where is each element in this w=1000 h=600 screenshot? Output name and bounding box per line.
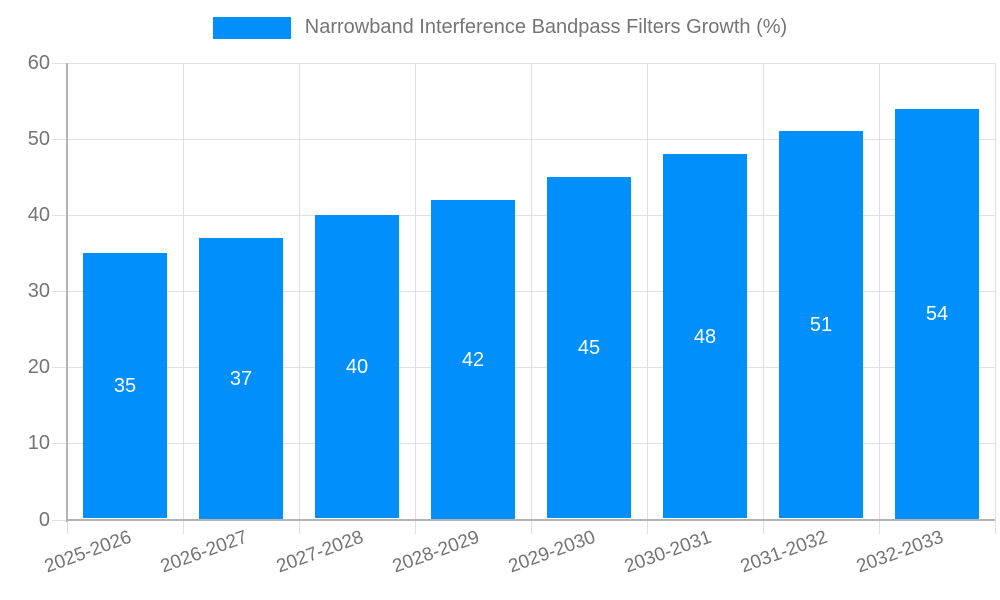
y-axis-tick [52,215,67,216]
legend-label: Narrowband Interference Bandpass Filters… [304,16,788,38]
bar [779,131,863,518]
legend-swatch [212,16,291,39]
y-axis-label: 30 [27,280,50,302]
bar [547,177,631,518]
bar-value-label: 37 [229,368,253,390]
bar [315,215,399,518]
x-axis-label: 2031-2032 [737,526,831,578]
v-gridline [299,63,300,534]
y-axis-label: 60 [27,52,50,74]
y-axis-line [66,63,68,522]
y-axis-tick [52,443,67,444]
y-axis-tick [52,520,67,521]
y-axis-label: 50 [27,128,50,150]
x-axis-line [67,519,995,521]
bar-value-label: 45 [577,337,601,359]
legend-item[interactable]: Narrowband Interference Bandpass Filters… [212,16,788,39]
y-axis-tick [52,367,67,368]
bar [895,109,979,519]
y-axis-label: 10 [27,432,50,454]
bar-value-label: 54 [925,303,949,325]
x-axis-label: 2026-2027 [157,526,251,578]
bar-value-label: 51 [809,314,833,336]
y-axis-label: 20 [27,356,50,378]
v-gridline [415,63,416,534]
x-axis-label: 2027-2028 [273,526,367,578]
bar [199,238,283,519]
legend: Narrowband Interference Bandpass Filters… [0,16,1000,39]
v-gridline [763,63,764,534]
y-axis-tick [52,139,67,140]
v-gridline [995,63,996,534]
x-axis-label: 2025-2026 [41,526,135,578]
bar-value-label: 40 [345,356,369,378]
v-gridline [531,63,532,534]
x-axis-label: 2030-2031 [621,526,715,578]
bar [83,253,167,518]
x-axis-label: 2029-2030 [505,526,599,578]
y-axis-tick [52,63,67,64]
x-axis-label: 2028-2029 [389,526,483,578]
bar-value-label: 35 [113,375,137,397]
v-gridline [879,63,880,534]
bar [431,200,515,519]
y-axis-tick [52,291,67,292]
bar-value-label: 48 [693,326,717,348]
bar [663,154,747,518]
y-axis-label: 0 [38,509,50,531]
x-axis-label: 2032-2033 [853,526,947,578]
v-gridline [647,63,648,534]
v-gridline [183,63,184,534]
bar-value-label: 42 [461,349,485,371]
y-axis-label: 40 [27,204,50,226]
